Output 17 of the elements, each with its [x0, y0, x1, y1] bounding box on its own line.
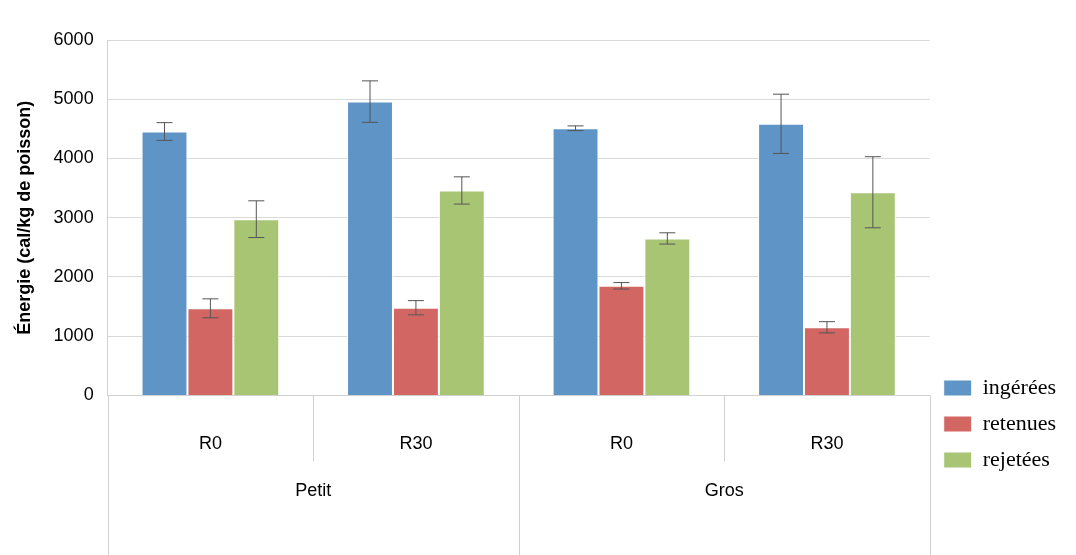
y-tick-label: 4000 — [53, 147, 94, 168]
y-tick-label: 1000 — [53, 325, 94, 346]
text: Petit — [295, 480, 332, 501]
x-tick-label: R30 — [810, 433, 844, 454]
legend-label: rejetées — [982, 445, 1050, 471]
y-tick-label: 3000 — [53, 206, 94, 227]
x-tick-label: R30 — [399, 433, 433, 454]
y-axis-title: Énergie (cal/kg de poisson) — [12, 100, 34, 335]
y-tick-label: 5000 — [53, 88, 94, 109]
text: Gros — [704, 480, 744, 501]
y-tick-label: 2000 — [53, 265, 94, 286]
y-tick-label: 0 — [83, 384, 94, 405]
x-tick-label: R0 — [198, 433, 222, 454]
legend-label: ingérées — [982, 373, 1056, 399]
legend-label: retenues — [982, 409, 1056, 435]
x-tick-label: R0 — [609, 433, 633, 454]
y-tick-label: 6000 — [53, 28, 94, 49]
